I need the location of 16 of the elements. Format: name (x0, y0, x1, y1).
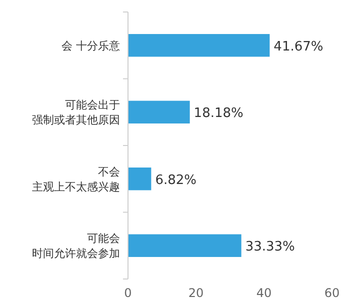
bar (128, 100, 190, 124)
y-tick-label: 不会主观上不太感兴趣 (32, 165, 120, 194)
data-label: 33.33% (245, 240, 295, 255)
bar (128, 168, 152, 190)
data-label: 41.67% (274, 39, 324, 54)
y-tick-label: 可能会时间允许就会参加 (32, 232, 120, 260)
x-tick-label: 20 (188, 286, 204, 300)
bar (128, 234, 242, 257)
y-tick-label: 会 十分乐意 (62, 39, 120, 52)
bar (128, 34, 270, 57)
x-tick-label: 40 (256, 286, 272, 300)
x-tick-label: 0 (124, 286, 132, 300)
data-label: 18.18% (194, 106, 244, 122)
y-tick-label: 可能会出于强制或者其他原因 (32, 98, 120, 127)
x-tick-label: 60 (324, 286, 340, 300)
data-label: 6.82% (155, 172, 196, 188)
